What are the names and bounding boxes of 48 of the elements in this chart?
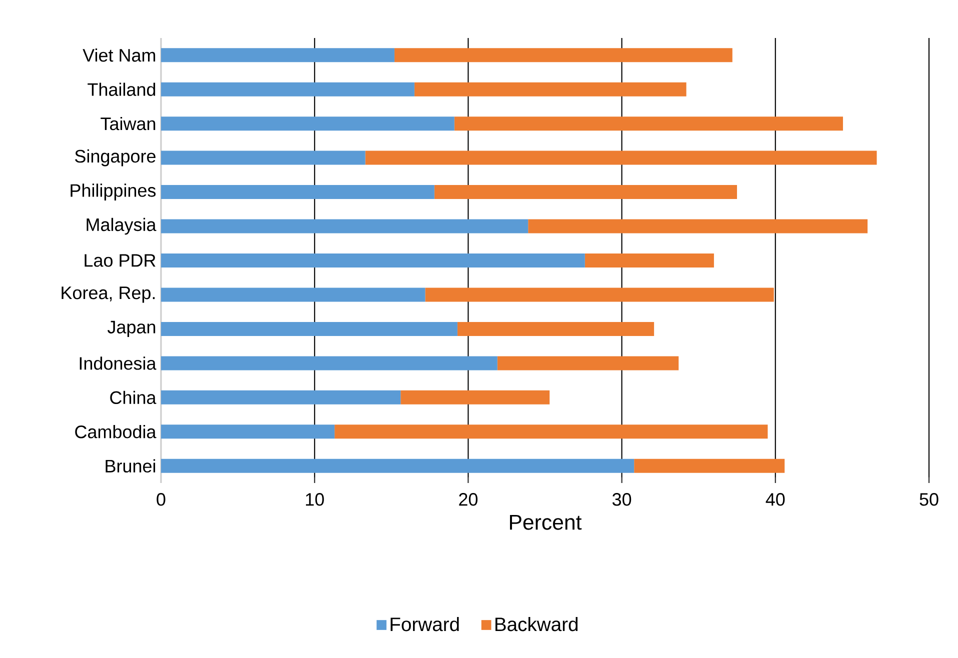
x-axis-title: Percent xyxy=(510,514,582,530)
bar xyxy=(457,322,654,336)
bar xyxy=(161,116,454,131)
x-tick-label: 0 xyxy=(156,493,166,506)
bar xyxy=(161,390,401,404)
y-tick-label: Malaysia xyxy=(86,218,156,235)
y-tick-label: Singapore xyxy=(75,149,156,166)
y-tick-label: China xyxy=(110,390,156,404)
y-tick-label: Korea, Rep. xyxy=(62,286,155,303)
bar xyxy=(161,424,335,439)
x-tick-label: 40 xyxy=(766,493,785,506)
legend-label: Backward xyxy=(495,617,578,632)
x-tick-label: 20 xyxy=(459,493,478,506)
bar xyxy=(161,82,414,96)
x-tick-label: 30 xyxy=(612,493,632,506)
bar xyxy=(454,116,843,131)
y-tick-label: Viet Nam xyxy=(82,48,156,62)
y-tick-label: Brunei xyxy=(106,459,156,472)
bar xyxy=(394,48,732,62)
y-tick-label: Cambodia xyxy=(75,425,156,438)
bar xyxy=(528,219,868,234)
bar xyxy=(634,458,785,473)
bar xyxy=(400,390,550,404)
bar xyxy=(161,322,458,336)
y-tick-label: Taiwan xyxy=(100,116,156,130)
bar xyxy=(161,219,528,234)
y-tick-label: Philippines xyxy=(70,184,156,200)
bar xyxy=(161,254,585,268)
y-tick-label: Indonesia xyxy=(80,356,156,370)
bar xyxy=(434,185,737,200)
y-tick-label: Thailand xyxy=(88,82,156,96)
bar xyxy=(161,48,394,62)
bar xyxy=(161,288,426,302)
bar xyxy=(584,254,714,268)
x-tick-label: 50 xyxy=(920,493,938,506)
bar xyxy=(161,356,498,370)
bar xyxy=(497,356,679,370)
bar xyxy=(161,150,366,165)
bar xyxy=(365,150,877,165)
bar xyxy=(334,424,768,439)
legend-label: Forward xyxy=(390,617,459,632)
x-tick-label: 10 xyxy=(306,493,324,506)
y-tick-label: Japan xyxy=(108,320,156,338)
bar xyxy=(414,82,686,96)
y-tick-label: Lao PDR xyxy=(84,254,156,267)
bar xyxy=(161,458,634,473)
bar xyxy=(161,185,434,200)
bar xyxy=(425,288,774,302)
